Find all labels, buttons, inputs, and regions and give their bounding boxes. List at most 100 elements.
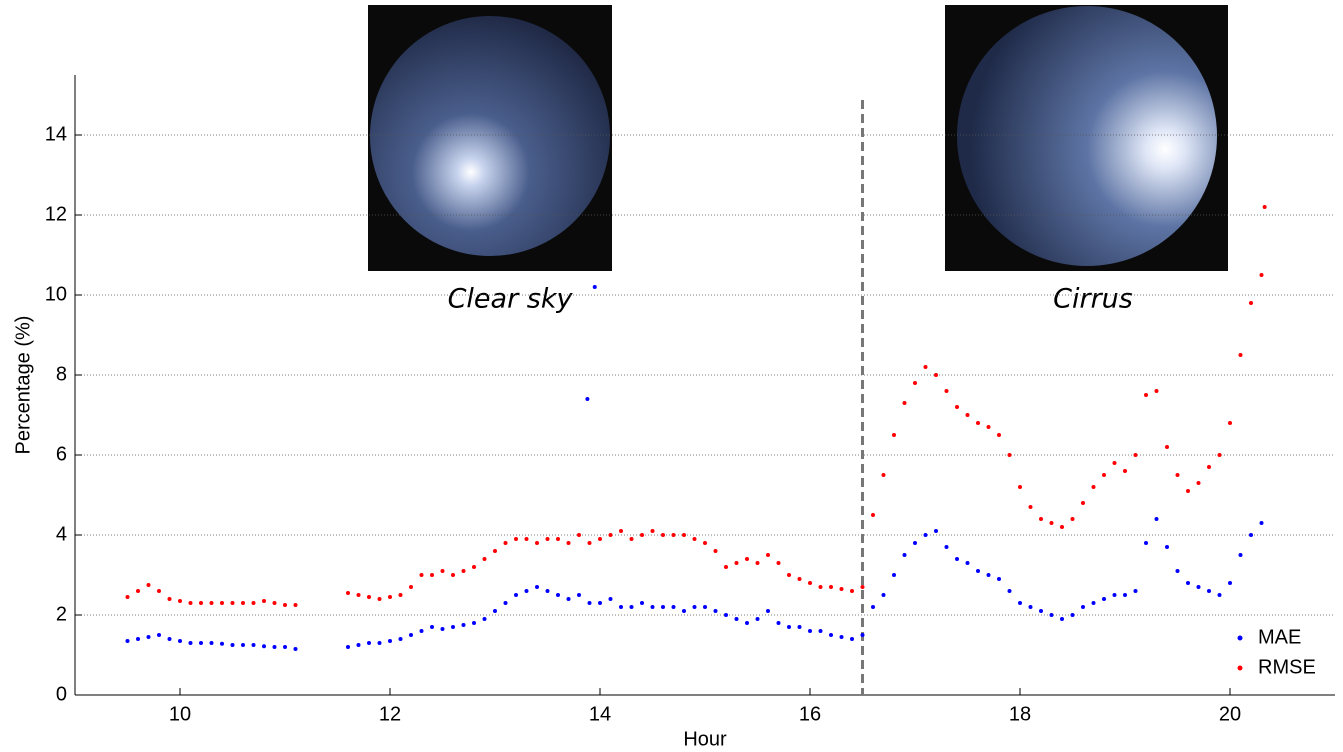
point [692,605,697,609]
point [850,589,854,593]
point [251,601,256,605]
point [713,549,718,553]
point [419,573,424,577]
point [839,635,844,639]
point [776,561,781,565]
point [367,641,371,645]
point [629,605,634,609]
point [1039,517,1043,521]
point [850,637,854,641]
point [451,573,455,577]
point [1081,605,1085,609]
point [125,639,130,643]
point [356,593,361,597]
point [1007,453,1012,457]
y-tick-label: 8 [56,363,67,385]
sky-image [368,5,612,271]
point [461,569,466,573]
point [1196,585,1201,589]
point [955,557,959,561]
point [451,625,455,629]
point [1102,597,1106,601]
point [188,601,193,605]
point [671,533,676,537]
legend-label: MAE [1258,626,1301,648]
point [272,645,277,649]
point [1186,581,1190,585]
x-tick-label: 10 [169,703,191,725]
point [1112,461,1117,465]
point [860,633,865,637]
point [598,601,602,605]
x-tick-label: 14 [589,703,611,725]
point [776,621,781,625]
point [1207,465,1211,469]
point [871,513,875,517]
point [125,595,130,599]
point [724,613,728,617]
point [592,285,597,289]
point [787,625,791,629]
point [262,599,266,603]
point [1060,525,1064,529]
point [440,627,445,631]
point [157,589,161,593]
point [818,629,823,633]
point [566,597,571,601]
legend-marker [1237,665,1243,671]
point [514,537,518,541]
point [944,545,949,549]
y-tick-label: 2 [56,603,67,625]
x-tick-label: 12 [379,703,401,725]
point [472,621,476,625]
point [692,537,697,541]
point [503,601,508,605]
point [892,573,896,577]
point [703,541,707,545]
point [1186,489,1190,493]
point [944,389,949,393]
point [1262,205,1267,209]
point [209,641,214,645]
point [797,625,802,629]
annotation: Clear sky [448,284,574,315]
point [398,637,403,641]
point [986,425,991,429]
point [167,637,172,641]
point [157,633,161,637]
point [136,589,140,593]
point [661,533,665,537]
point [167,597,172,601]
point [1228,421,1232,425]
x-tick-label: 16 [799,703,821,725]
point [430,573,434,577]
point [1123,469,1127,473]
point [482,617,487,621]
point [755,561,760,565]
point [146,583,151,587]
point [934,529,938,533]
point [818,585,823,589]
point [220,601,224,605]
x-tick-label: 20 [1219,703,1241,725]
y-tick-label: 14 [45,123,67,145]
point [598,537,602,541]
point [293,647,298,651]
point [713,609,718,613]
point [472,565,476,569]
point [1259,273,1264,277]
point [535,541,539,545]
point [976,569,980,573]
point [409,585,413,589]
point [585,397,590,401]
point [661,605,665,609]
point [293,603,298,607]
point [797,577,802,581]
point [923,533,928,537]
point [556,593,560,597]
point [1133,453,1138,457]
point [902,401,907,405]
point [745,557,749,561]
point [587,601,592,605]
